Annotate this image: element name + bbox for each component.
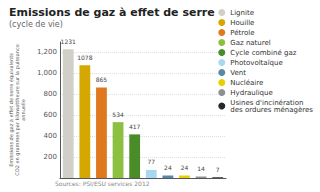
svg-text:Pétrole: Pétrole <box>230 29 254 37</box>
svg-text:Photovoltaïque: Photovoltaïque <box>230 59 283 67</box>
svg-text:Vent: Vent <box>230 69 246 77</box>
svg-text:Emissions de gaz à effet de se: Emissions de gaz à effet de serre <box>9 6 215 19</box>
svg-text:Houille: Houille <box>230 19 254 27</box>
svg-text:7: 7 <box>216 166 220 173</box>
svg-text:1231: 1231 <box>61 38 76 45</box>
svg-text:(cycle de vie): (cycle de vie) <box>9 20 63 29</box>
svg-text:77: 77 <box>147 158 155 165</box>
svg-text:24: 24 <box>181 164 189 171</box>
svg-text:1,000: 1,000 <box>37 69 57 77</box>
svg-text:Nucléaire: Nucléaire <box>230 79 263 87</box>
svg-text:600: 600 <box>44 111 57 119</box>
svg-text:865: 865 <box>96 76 108 83</box>
svg-text:CO2 en grammes par kilowattheu: CO2 en grammes par kilowattheure sur la … <box>14 44 20 176</box>
svg-text:Gaz naturel: Gaz naturel <box>230 39 271 47</box>
svg-text:Emissions de gaz à effet de se: Emissions de gaz à effet de serre équiva… <box>8 53 14 167</box>
svg-text:Sources: PSI/ESU services 2012: Sources: PSI/ESU services 2012 <box>55 180 150 187</box>
svg-text:534: 534 <box>112 111 124 118</box>
svg-text:800: 800 <box>44 90 57 98</box>
svg-text:annuelle: annuelle <box>20 99 26 121</box>
svg-text:Lignite: Lignite <box>230 9 254 17</box>
svg-text:1078: 1078 <box>77 54 92 61</box>
svg-text:24: 24 <box>164 164 172 171</box>
svg-text:des ordures ménagères: des ordures ménagères <box>230 106 313 114</box>
svg-text:1,200: 1,200 <box>37 48 57 56</box>
svg-text:Usines d'incinération: Usines d'incinération <box>230 98 304 107</box>
svg-text:Cycle combiné gaz: Cycle combiné gaz <box>230 49 296 57</box>
svg-text:200: 200 <box>44 153 57 161</box>
svg-text:Hydraulique: Hydraulique <box>230 89 273 97</box>
svg-text:417: 417 <box>129 123 141 130</box>
svg-text:400: 400 <box>44 132 57 140</box>
svg-text:14: 14 <box>197 165 205 172</box>
